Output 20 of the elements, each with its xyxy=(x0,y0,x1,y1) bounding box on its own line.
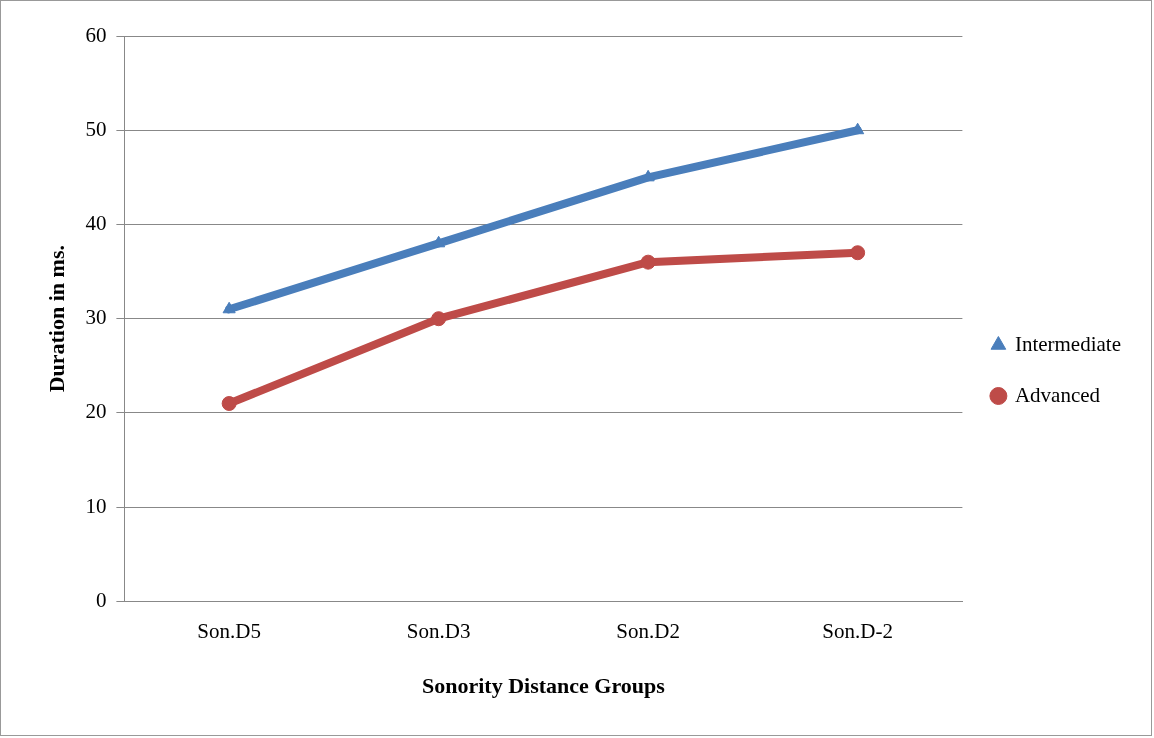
x-tick-label: Son.D5 xyxy=(197,618,261,643)
y-tick-label: 40 xyxy=(85,210,107,235)
point xyxy=(431,311,447,327)
legend-label: Intermediate xyxy=(1014,331,1121,356)
y-tick-label: 10 xyxy=(85,493,107,518)
y-tick-label: 30 xyxy=(85,305,107,330)
legend-label: Advanced xyxy=(1014,382,1101,407)
x-tick-label: Son.D2 xyxy=(616,618,680,643)
x-tick-label: Son.D3 xyxy=(406,618,471,643)
y-tick-label: 20 xyxy=(85,399,107,424)
y-tick-label: 60 xyxy=(85,22,107,47)
point xyxy=(640,254,656,270)
x-tick-label: Son.D-2 xyxy=(822,618,893,643)
y-axis-title: Duration in ms. xyxy=(43,245,69,393)
y-tick-label: 50 xyxy=(85,116,107,141)
point xyxy=(222,301,236,314)
point xyxy=(221,396,237,412)
x-axis-title: Sonority Distance Groups xyxy=(421,673,666,699)
y-tick-label: 0 xyxy=(95,587,107,612)
point xyxy=(850,245,866,261)
